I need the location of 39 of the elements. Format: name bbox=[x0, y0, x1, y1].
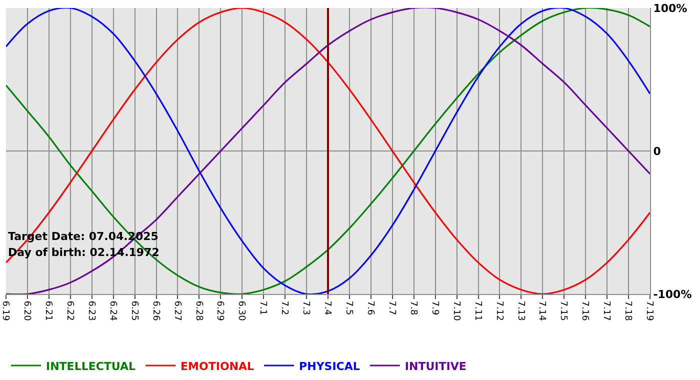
x-tick-label: 7.14 bbox=[536, 300, 547, 322]
x-tick-label: 7.17 bbox=[601, 300, 612, 321]
x-tick-label: 7.5 bbox=[344, 300, 354, 316]
x-tick-label: 6.27 bbox=[172, 300, 182, 321]
legend-label: INTUITIVE bbox=[404, 360, 466, 373]
x-tick-label: 6.23 bbox=[86, 300, 96, 321]
x-tick-label: 7.15 bbox=[558, 300, 568, 321]
x-tick-label: 7.11 bbox=[472, 300, 482, 321]
x-tick-label: 6.20 bbox=[22, 300, 32, 322]
x-tick-label: 7.16 bbox=[580, 300, 590, 322]
x-tick-label: 7.18 bbox=[622, 300, 633, 322]
x-tick-label: 6.26 bbox=[150, 300, 160, 322]
x-tick-label: 7.2 bbox=[279, 300, 290, 316]
x-tick-label: 7.3 bbox=[300, 300, 311, 316]
x-tick-label: 6.22 bbox=[64, 300, 74, 321]
x-tick-label: 7.4 bbox=[322, 300, 332, 316]
x-tick-label: 7.12 bbox=[494, 300, 504, 321]
x-tick-label: 7.6 bbox=[365, 300, 376, 316]
y-tick-label: -100% bbox=[653, 288, 692, 301]
legend-label: PHYSICAL bbox=[299, 360, 360, 373]
y-tick-label: 100% bbox=[653, 2, 688, 15]
x-tick-label: 6.28 bbox=[193, 300, 204, 322]
x-tick-label: 6.25 bbox=[128, 300, 139, 321]
line-series bbox=[6, 8, 650, 294]
legend-label: INTELLECTUAL bbox=[46, 360, 136, 373]
x-tick-label: 7.10 bbox=[450, 300, 461, 322]
legend-label: EMOTIONAL bbox=[180, 360, 254, 373]
x-tick-label: 7.1 bbox=[258, 300, 268, 316]
x-tick-label: 7.8 bbox=[408, 300, 418, 316]
x-tick-label: 7.7 bbox=[386, 300, 396, 316]
x-tick-label: 6.19 bbox=[0, 300, 10, 322]
x-tick-label: 6.24 bbox=[107, 300, 118, 322]
x-tick-label: 7.9 bbox=[429, 300, 440, 316]
x-tick-label: 6.30 bbox=[236, 300, 246, 322]
x-tick-label: 6.29 bbox=[214, 300, 225, 322]
x-tick-label: 7.13 bbox=[515, 300, 526, 321]
x-tick-label: 6.21 bbox=[43, 300, 54, 321]
x-tick-label: 7.19 bbox=[644, 300, 654, 322]
y-tick-label: 0 bbox=[653, 144, 662, 158]
